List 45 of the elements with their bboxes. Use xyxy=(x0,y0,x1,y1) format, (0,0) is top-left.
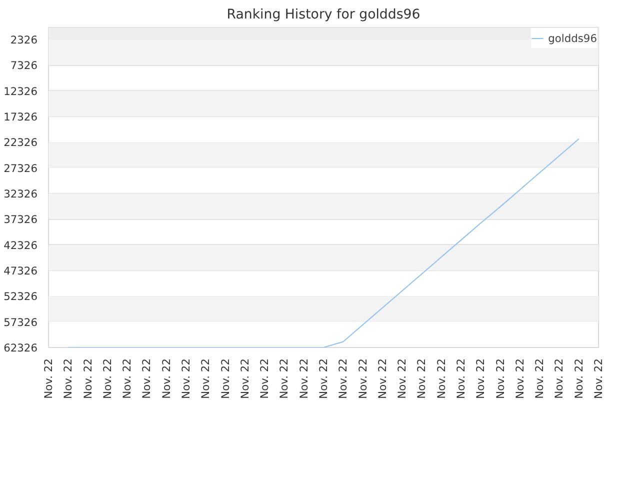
x-tick-label: Nov. 22 xyxy=(120,358,134,399)
legend-label: goldds96 xyxy=(548,32,597,44)
x-tick-label: Nov. 22 xyxy=(199,358,212,399)
y-tick-label: 42326 xyxy=(4,238,38,252)
x-tick-label: Nov. 22 xyxy=(474,358,488,399)
y-tick-label: 62326 xyxy=(4,342,38,354)
x-tick-label: Nov. 22 xyxy=(513,358,526,399)
line-series xyxy=(68,138,580,348)
y-tick-label: 27326 xyxy=(4,162,38,175)
x-tick-label: Nov. 22 xyxy=(258,358,272,399)
y-tick-label: 12326 xyxy=(4,84,38,98)
x-tick-label: Nov. 22 xyxy=(434,358,448,399)
y-tick-label: 52326 xyxy=(4,290,38,304)
x-tick-label: Nov. 22 xyxy=(238,358,252,399)
x-tick-label: Nov. 22 xyxy=(336,358,350,399)
x-tick-label: Nov. 22 xyxy=(160,358,173,399)
x-tick-label: Nov. 22 xyxy=(81,358,94,399)
y-tick-label: 22326 xyxy=(4,136,38,150)
x-tick-label: Nov. 22 xyxy=(552,358,566,399)
y-tick-label: 7326 xyxy=(10,59,38,72)
y-tick-label: 2326 xyxy=(10,33,38,46)
x-tick-label: Nov. 22 xyxy=(180,358,192,399)
x-tick-label: Nov. 22 xyxy=(317,358,330,399)
chart-title: Ranking History for goldds96 xyxy=(226,8,420,22)
y-tick-label: 57326 xyxy=(4,316,38,329)
x-tick-label: Nov. 22 xyxy=(572,358,586,399)
x-tick-label: Nov. 22 xyxy=(494,358,507,399)
x-tick-label: Nov. 22 xyxy=(297,358,310,399)
x-tick-label: Nov. 22 xyxy=(140,358,154,399)
x-tick-label: Nov. 22 xyxy=(415,358,428,399)
x-tick-label: Nov. 22 xyxy=(533,358,546,399)
x-tick-label: Nov. 22 xyxy=(278,358,291,399)
x-tick-label: Nov. 22 xyxy=(218,358,232,399)
y-tick-label: 47326 xyxy=(4,264,38,278)
x-tick-label: Nov. 22 xyxy=(376,358,389,399)
y-tick-label: 17326 xyxy=(4,110,38,124)
x-tick-label: Nov. 22 xyxy=(396,358,409,399)
y-tick-label: 37326 xyxy=(4,213,38,226)
x-tick-label: Nov. 22 xyxy=(356,358,370,399)
x-tick-label: Nov. 22 xyxy=(100,358,114,399)
x-tick-label: Nov. 22 xyxy=(62,358,75,399)
x-tick-label: Nov. 22 xyxy=(454,358,468,399)
x-tick-label: Nov. 22 xyxy=(42,358,55,399)
x-tick-label: Nov. 22 xyxy=(592,358,605,399)
y-tick-label: 32326 xyxy=(4,187,38,200)
